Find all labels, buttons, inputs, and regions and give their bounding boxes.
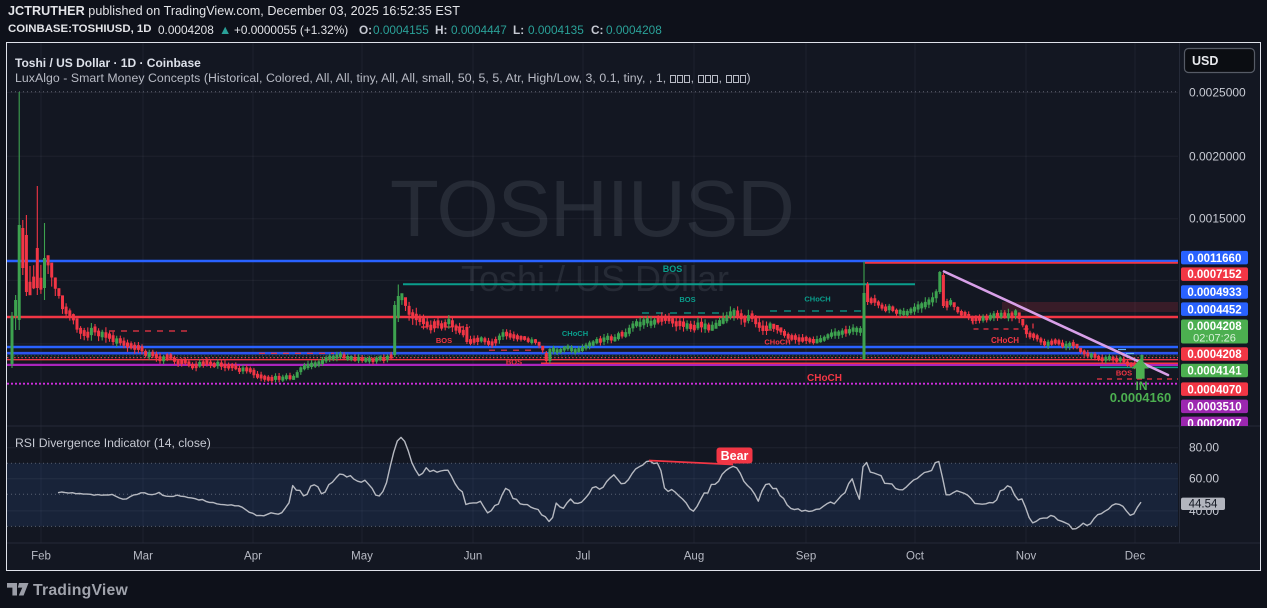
svg-text:CHoCH: CHoCH (807, 373, 842, 384)
svg-text:BOS: BOS (679, 295, 695, 304)
svg-text:0.0007152: 0.0007152 (1187, 269, 1241, 281)
svg-text:Nov: Nov (1016, 551, 1037, 563)
svg-text:0.0004141: 0.0004141 (1187, 366, 1242, 378)
svg-text:0.0004208: 0.0004208 (1187, 349, 1242, 361)
svg-text:USD: USD (1192, 54, 1218, 68)
svg-text:Jun: Jun (464, 551, 483, 563)
svg-text:0.0002007: 0.0002007 (1187, 418, 1241, 430)
svg-text:Feb: Feb (31, 551, 51, 563)
svg-text:0.0004070: 0.0004070 (1187, 384, 1241, 396)
svg-text:Oct: Oct (906, 551, 925, 563)
svg-text:0.0025000: 0.0025000 (1189, 86, 1246, 100)
svg-text:BOS: BOS (506, 358, 522, 367)
svg-text:02:07:26: 02:07:26 (1193, 333, 1236, 345)
svg-text:TOSHIUSD: TOSHIUSD (390, 164, 794, 253)
svg-text:Toshi / US Dollar: Toshi / US Dollar (461, 258, 729, 299)
svg-text:Dec: Dec (1125, 551, 1146, 563)
svg-text:IN: IN (1136, 379, 1148, 393)
svg-text:BOS: BOS (436, 336, 452, 345)
svg-text:Sep: Sep (796, 551, 816, 563)
svg-text:44.54: 44.54 (1189, 499, 1218, 511)
svg-text:BOS: BOS (1116, 369, 1132, 378)
svg-text:0.0004933: 0.0004933 (1187, 287, 1241, 299)
svg-text:0.0015000: 0.0015000 (1189, 212, 1246, 226)
svg-text:BOS: BOS (663, 264, 683, 274)
svg-text:CHoCH: CHoCH (562, 329, 588, 338)
svg-text:CHoCH: CHoCH (804, 295, 830, 304)
svg-text:Bear: Bear (721, 449, 749, 463)
svg-text:Jul: Jul (576, 551, 591, 563)
svg-text:80.00: 80.00 (1189, 441, 1219, 455)
svg-text:60.00: 60.00 (1189, 472, 1219, 486)
svg-text:0.0004160: 0.0004160 (1110, 390, 1171, 405)
svg-text:Mar: Mar (133, 551, 153, 563)
svg-text:0.0020000: 0.0020000 (1189, 149, 1246, 163)
svg-text:May: May (351, 551, 373, 563)
svg-text:CHoCH: CHoCH (991, 336, 1019, 345)
svg-text:Aug: Aug (684, 551, 704, 563)
svg-text:0.0003510: 0.0003510 (1187, 402, 1241, 414)
svg-text:CHoCH: CHoCH (764, 338, 790, 347)
svg-text:0.0004208: 0.0004208 (1187, 321, 1242, 333)
svg-text:0.0004452: 0.0004452 (1187, 304, 1241, 316)
svg-text:0.0011660: 0.0011660 (1188, 253, 1242, 265)
svg-text:Apr: Apr (244, 551, 262, 563)
